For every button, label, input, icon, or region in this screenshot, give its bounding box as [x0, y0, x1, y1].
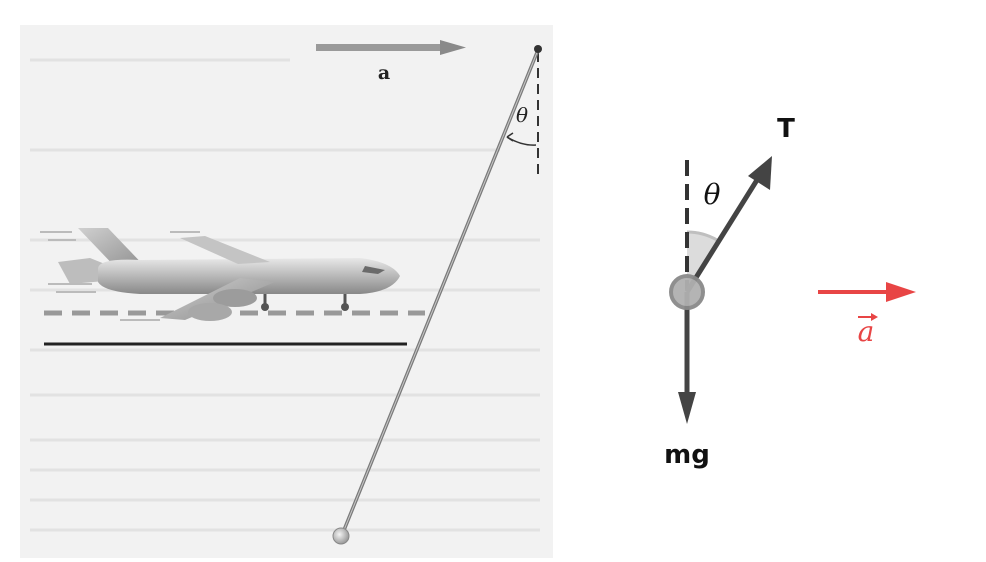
tension-vector — [684, 170, 765, 294]
acceleration-vector-label: a — [858, 315, 875, 348]
angle-theta-label-fbd: θ — [704, 178, 721, 211]
angle-theta-label: θ — [516, 103, 528, 127]
free-body-diagram: T θ mg a — [664, 114, 916, 470]
bob-circle — [669, 274, 705, 310]
weight-arrowhead — [678, 392, 696, 424]
weight-label: mg — [664, 440, 710, 470]
acceleration-label: a — [378, 62, 390, 84]
acceleration-arrowhead — [886, 282, 916, 302]
tension-arrowhead — [748, 156, 772, 190]
pendulum-bob — [332, 527, 350, 545]
vector-arrow-icon — [858, 313, 878, 321]
tension-label: T — [777, 114, 795, 144]
left-figure: a θ — [20, 25, 553, 558]
acceleration-arrow — [316, 40, 466, 55]
pivot-point — [534, 45, 542, 53]
airplane-icon — [40, 228, 400, 321]
angle-arc-tick — [506, 132, 514, 142]
